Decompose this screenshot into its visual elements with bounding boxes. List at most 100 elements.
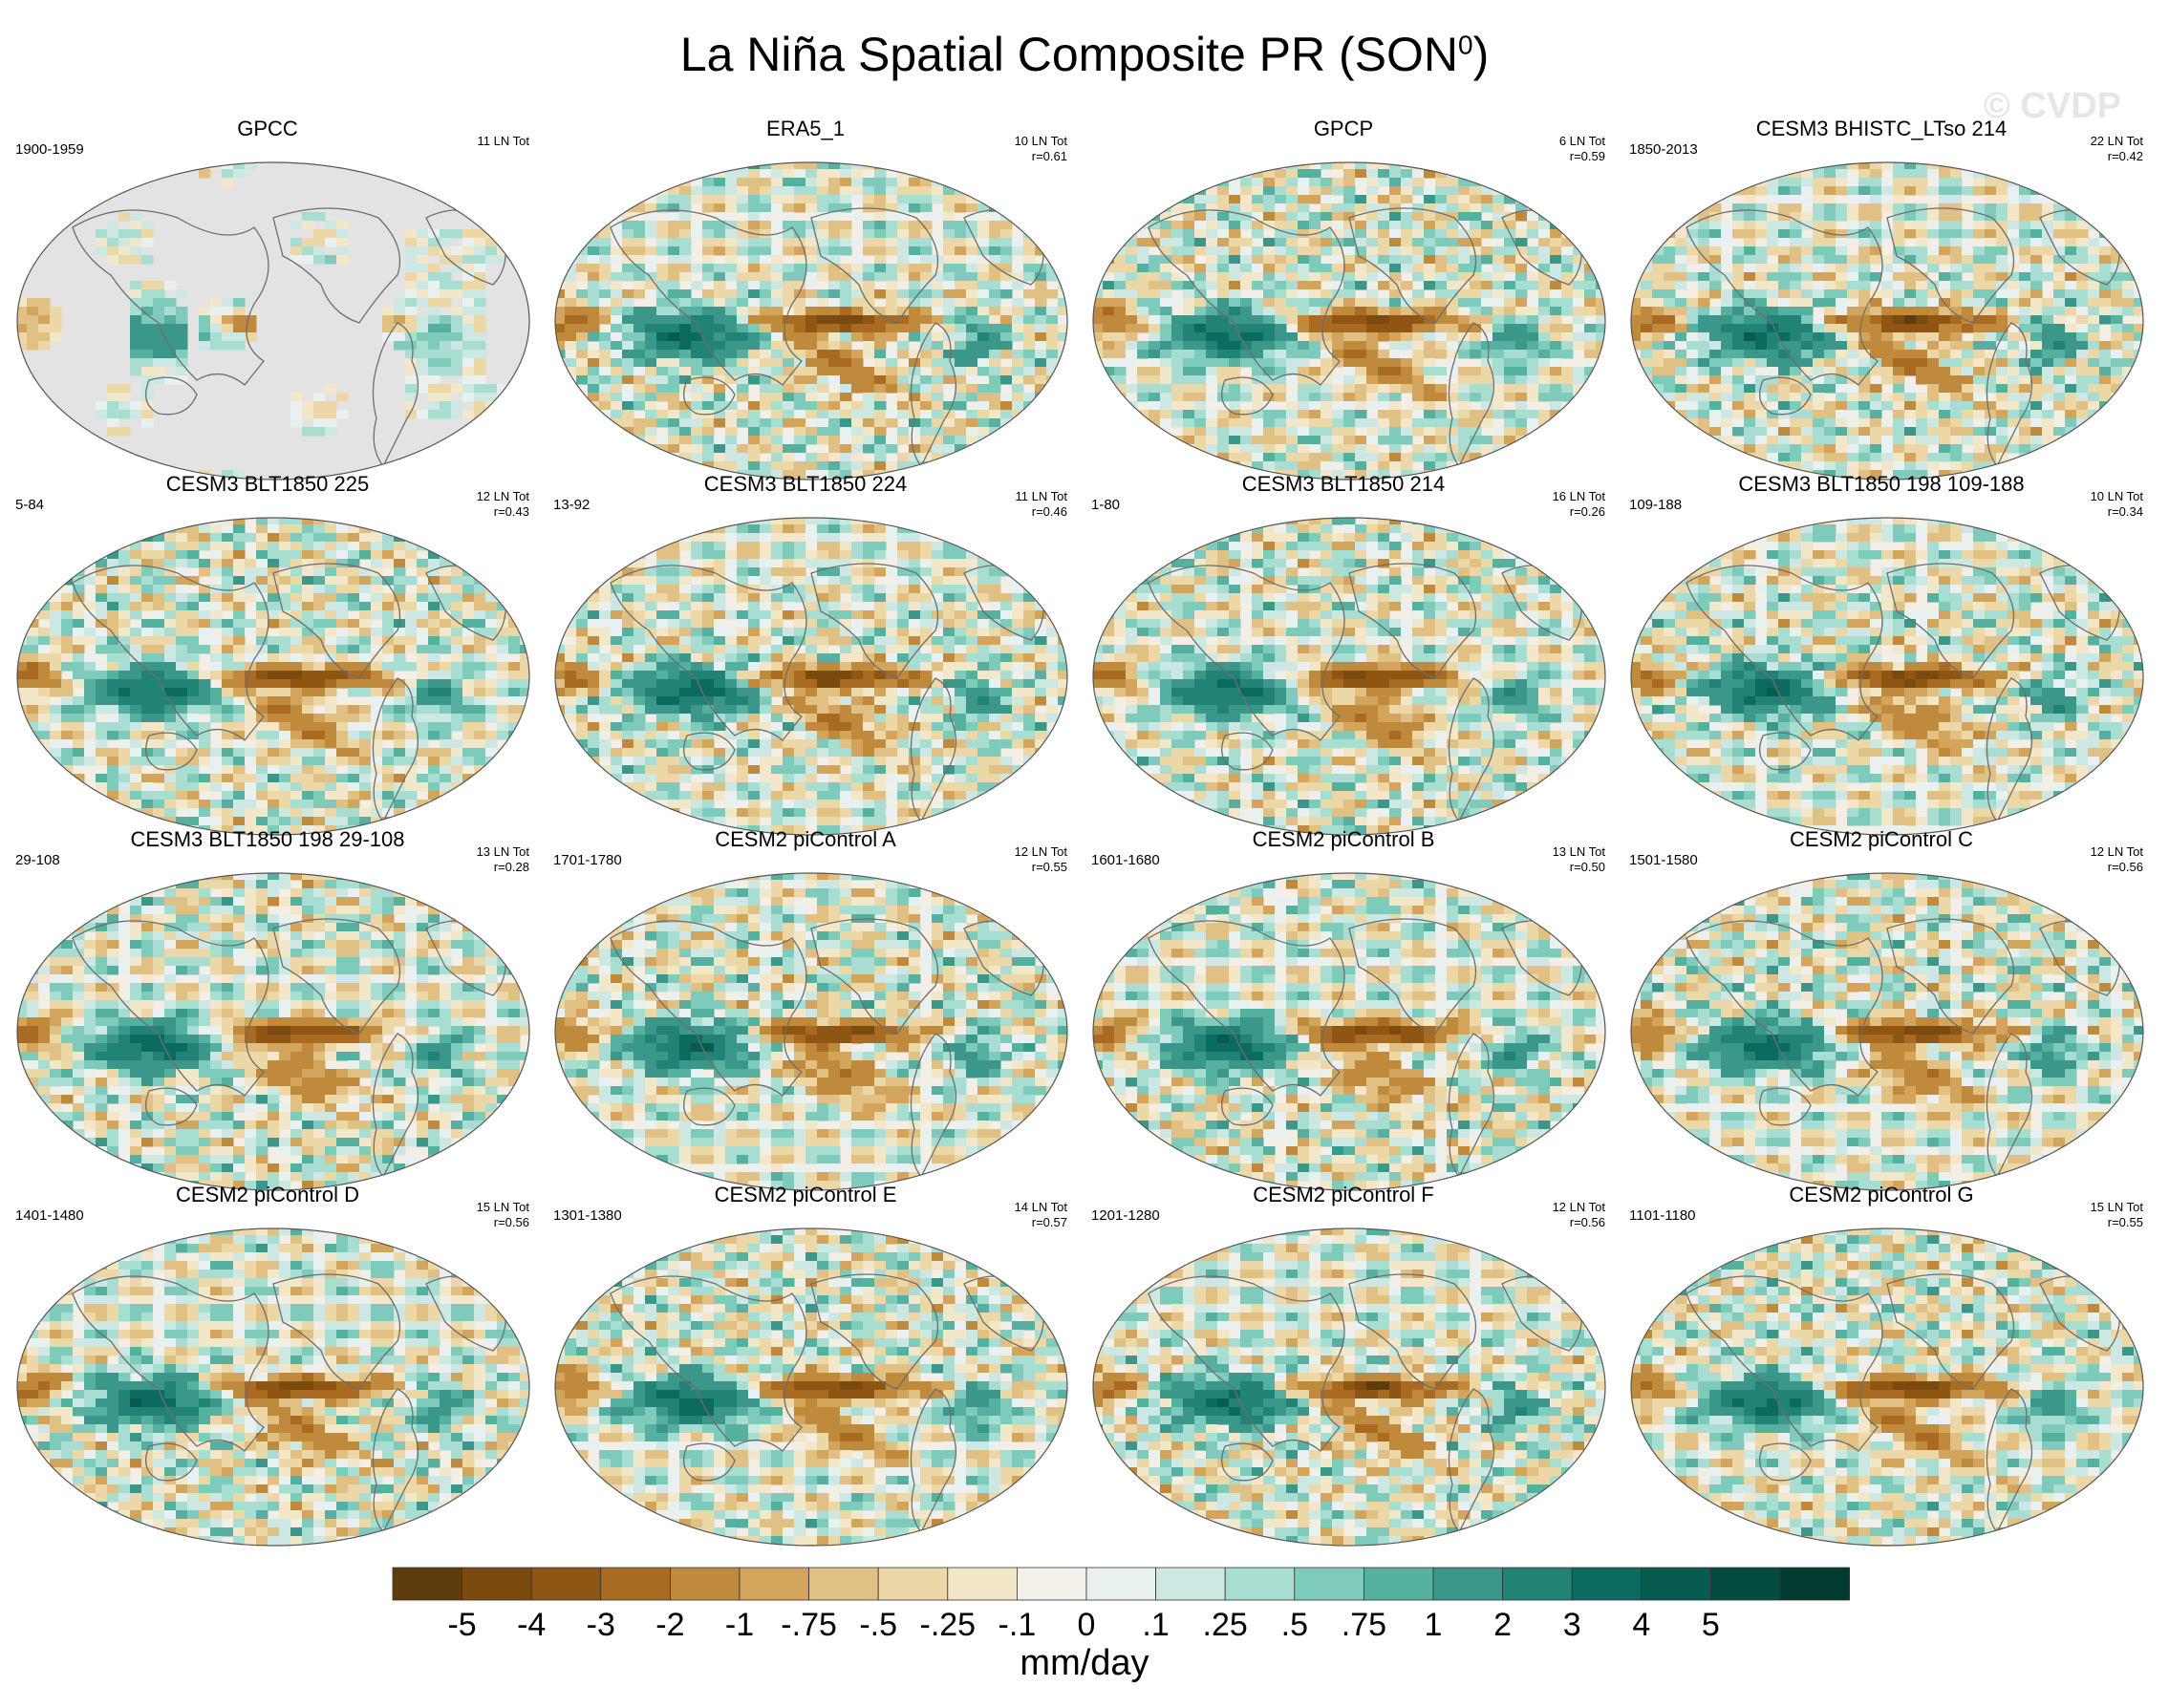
robinson-map — [1630, 161, 2144, 480]
colorbar-tick-label: 1 — [1425, 1607, 1443, 1644]
colorbar-swatch — [1224, 1567, 1296, 1601]
panel-stats: 13 LN Tot r=0.50 — [1553, 844, 1605, 875]
map-panel: CESM2 piControl A 1701-1780 12 LN Tot r=0.5… — [538, 827, 1073, 1191]
colorbar-swatch — [392, 1567, 462, 1601]
colorbar-tick-label: -3 — [587, 1607, 615, 1644]
colorbar-swatch — [808, 1567, 879, 1601]
colorbar-swatch — [1641, 1567, 1711, 1601]
colorbar-tick-label: 0 — [1078, 1607, 1096, 1644]
colorbar-tick-label: -.5 — [859, 1607, 897, 1644]
pattern-correlation: r=0.42 — [2091, 149, 2143, 164]
cvdp-watermark: © CVDP — [1984, 86, 2121, 127]
ln-count: 12 LN Tot — [1553, 1200, 1605, 1215]
panel-stats: 12 LN Tot r=0.43 — [477, 489, 529, 520]
pattern-correlation: r=0.50 — [1553, 860, 1605, 875]
panel-period: 1401-1480 — [15, 1207, 84, 1224]
robinson-map — [16, 872, 530, 1191]
panel-title: GPCP — [1076, 117, 1611, 141]
panel-title: CESM3 BLT1850 198 109-188 — [1614, 472, 2149, 497]
panel-title: CESM3 BLT1850 198 29-108 — [0, 827, 535, 852]
colorbar-swatch — [1502, 1567, 1573, 1601]
colorbar-tick-label: .25 — [1203, 1607, 1248, 1644]
robinson-map — [1092, 161, 1606, 480]
colorbar-tick-label: -.25 — [920, 1607, 977, 1644]
panel-title: CESM3 BLT1850 214 — [1076, 472, 1611, 497]
colorbar-swatch — [462, 1567, 532, 1601]
panel-stats: 11 LN Tot r=0.46 — [1016, 489, 1067, 520]
panel-title: CESM2 piControl B — [1076, 827, 1611, 852]
colorbar-units: mm/day — [0, 1643, 2169, 1684]
pattern-correlation: r=0.56 — [1553, 1215, 1605, 1230]
colorbar-swatch — [1710, 1567, 1781, 1601]
map-panel: GPCC 1900-1959 11 LN Tot — [0, 117, 535, 480]
ln-count: 12 LN Tot — [2091, 844, 2143, 860]
panel-period: 1-80 — [1091, 497, 1120, 513]
colorbar-tick-label: -2 — [655, 1607, 684, 1644]
ln-count: 12 LN Tot — [1015, 844, 1067, 860]
colorbar-swatch — [1364, 1567, 1434, 1601]
pattern-correlation: r=0.59 — [1559, 149, 1605, 164]
panel-stats: 14 LN Tot r=0.57 — [1015, 1200, 1067, 1230]
pattern-correlation: r=0.28 — [477, 860, 529, 875]
map-panel: ERA5_1 10 LN Tot r=0.61 — [538, 117, 1073, 480]
panel-stats: 22 LN Tot r=0.42 — [2091, 134, 2143, 164]
robinson-map — [1630, 517, 2144, 836]
ln-count: 22 LN Tot — [2091, 134, 2143, 149]
colorbar-tick-label: -4 — [517, 1607, 546, 1644]
colorbar-swatch — [1155, 1567, 1226, 1601]
pattern-correlation: r=0.57 — [1015, 1215, 1067, 1230]
panel-stats: 16 LN Tot r=0.26 — [1553, 489, 1605, 520]
panel-title: CESM2 piControl C — [1614, 827, 2149, 852]
panel-title: GPCC — [0, 117, 535, 141]
ln-count: 13 LN Tot — [477, 844, 529, 860]
pattern-correlation: r=0.55 — [1015, 860, 1067, 875]
colorbar-tick-label: -5 — [447, 1607, 476, 1644]
panel-stats: 10 LN Tot r=0.34 — [2091, 489, 2143, 520]
ln-count: 10 LN Tot — [2091, 489, 2143, 504]
panel-title: CESM2 piControl A — [538, 827, 1073, 852]
ln-count: 11 LN Tot — [478, 134, 529, 149]
panel-title: CESM2 piControl E — [538, 1183, 1073, 1207]
panel-stats: 12 LN Tot r=0.55 — [1015, 844, 1067, 875]
panel-period: 1850-2013 — [1629, 141, 1698, 158]
colorbar-tick-label: -.75 — [781, 1607, 837, 1644]
colorbar-swatch — [739, 1567, 809, 1601]
colorbar-swatch — [1432, 1567, 1503, 1601]
panel-title: CESM2 piControl G — [1614, 1183, 2149, 1207]
colorbar-tick-label: .5 — [1281, 1607, 1308, 1644]
colorbar-tick-label: -.1 — [999, 1607, 1037, 1644]
colorbar-swatch — [530, 1567, 602, 1601]
ln-count: 14 LN Tot — [1015, 1200, 1067, 1215]
colorbar-tick-label: 5 — [1702, 1607, 1720, 1644]
panel-stats: 6 LN Tot r=0.59 — [1559, 134, 1605, 164]
colorbar-labels: -5 -4 -3 -2 -1 -.75 -.5 -.25 -.1 0 .1 .25 .5 .75 1 2 3 4 5 — [0, 1607, 2169, 1645]
panel-stats: 13 LN Tot r=0.28 — [477, 844, 529, 875]
panel-period: 1201-1280 — [1091, 1207, 1160, 1224]
colorbar-swatch — [1779, 1567, 1850, 1601]
panel-period: 13-92 — [553, 497, 590, 513]
colorbar-swatch — [1017, 1567, 1087, 1601]
pattern-correlation: r=0.46 — [1016, 504, 1067, 520]
colorbar-tick-label: 2 — [1493, 1607, 1512, 1644]
panel-title: CESM2 piControl F — [1076, 1183, 1611, 1207]
panel-period: 1501-1580 — [1629, 852, 1698, 868]
robinson-map — [16, 1228, 530, 1547]
ln-count: 15 LN Tot — [2091, 1200, 2143, 1215]
map-panel: CESM2 piControl B 1601-1680 13 LN Tot r=0.5… — [1076, 827, 1611, 1191]
map-panel: CESM3 BLT1850 224 13-92 11 LN Tot r=0.46 — [538, 472, 1073, 836]
panel-period: 1900-1959 — [15, 141, 84, 158]
panel-title: CESM3 BHISTC_LTso 214 — [1614, 117, 2149, 141]
panel-stats: 15 LN Tot r=0.55 — [2091, 1200, 2143, 1230]
map-panel: CESM3 BLT1850 214 1-80 16 LN Tot r=0.26 — [1076, 472, 1611, 836]
ln-count: 11 LN Tot — [1016, 489, 1067, 504]
panel-period: 5-84 — [15, 497, 44, 513]
colorbar-tick-label: 4 — [1632, 1607, 1650, 1644]
colorbar-swatch — [669, 1567, 741, 1601]
panel-title: CESM2 piControl D — [0, 1183, 535, 1207]
robinson-map — [554, 872, 1068, 1191]
panel-stats: 12 LN Tot r=0.56 — [1553, 1200, 1605, 1230]
ln-count: 10 LN Tot — [1015, 134, 1067, 149]
panel-title: CESM3 BLT1850 225 — [0, 472, 535, 497]
colorbar-tick-label: 3 — [1563, 1607, 1581, 1644]
map-panel: CESM2 piControl D 1401-1480 15 LN Tot r=0.5… — [0, 1183, 535, 1547]
